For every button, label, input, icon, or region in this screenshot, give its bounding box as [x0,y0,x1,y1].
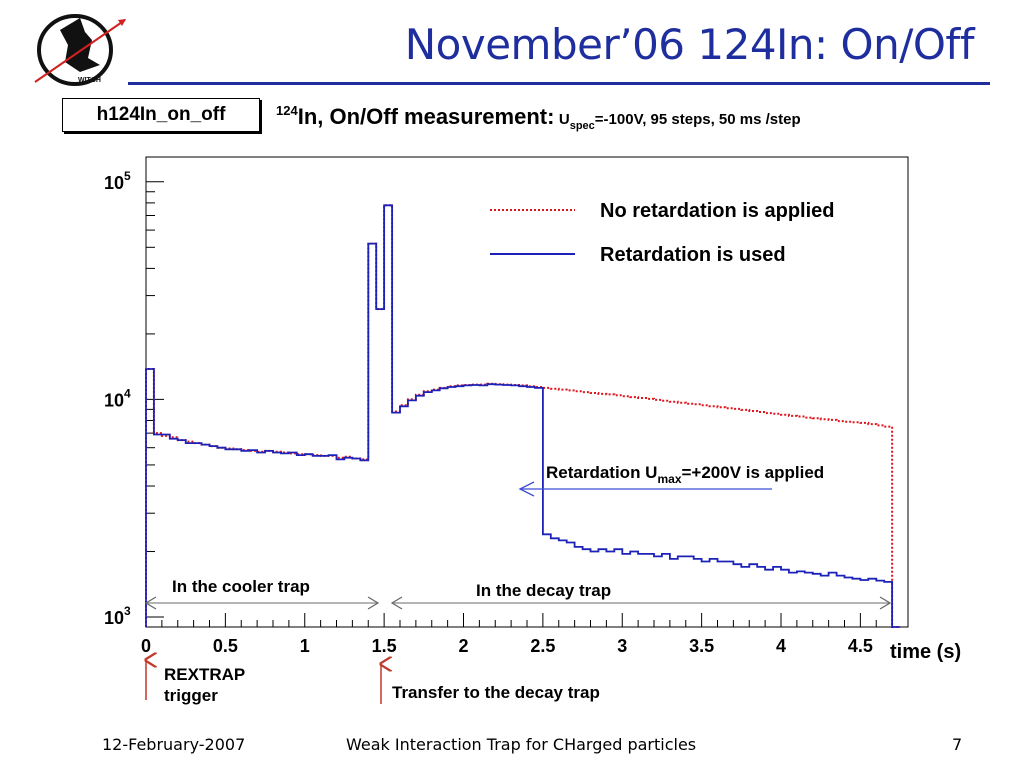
title-rule [128,82,990,85]
plot-title: 124In, On/Off measurement: Uspec=-100V, … [276,103,801,132]
cooler-trap-arrowhead-right [367,596,380,610]
rextrap-label-1: REXTRAP [164,665,245,684]
plot-title-u-sub: spec [569,120,595,132]
footer-center: Weak Interaction Trap for CHarged partic… [346,735,697,754]
y-tick-label: 103 [104,604,131,628]
x-tick-label: 2.5 [530,636,555,656]
retardation-arrowhead [518,481,535,497]
histogram-name-box: h124In_on_off [62,98,260,132]
footer-date: 12-February-2007 [102,735,246,754]
slide-title: November’06 124In: On/Off [404,20,975,69]
transfer-label: Transfer to the decay trap [392,683,600,702]
x-tick-label: 3.5 [689,636,714,656]
decay-trap-arrowhead-right [879,596,892,610]
legend-label: No retardation is applied [600,200,834,222]
rextrap-label-2: trigger [164,686,218,705]
x-tick-label: 1 [300,636,310,656]
series-no-retardation-line [145,204,901,628]
cooler-trap-arrowhead-left [144,596,157,610]
x-tick-label: 2 [458,636,468,656]
plot-title-u: U [558,111,570,128]
histname-shadow-bottom [64,130,262,134]
x-tick-label: 1.5 [372,636,397,656]
x-tick-label: 4.5 [848,636,873,656]
legend-label: Retardation is used [600,244,786,266]
decay-trap-arrowhead-left [390,596,403,610]
cooler-trap-label: In the cooler trap [172,577,310,596]
y-tick-label: 104 [104,386,131,410]
x-axis-label: time (s) [890,641,961,663]
series-retardation-line [145,204,901,628]
witch-logo: WITCH [34,14,126,86]
plot-title-main: In, On/Off measurement: [297,104,555,129]
retardation-annotation: Retardation Umax=+200V is applied [546,463,824,486]
decay-trap-label: In the decay trap [476,581,611,600]
plot-title-rest: =-100V, 95 steps, 50 ms /step [594,111,801,128]
histname-shadow [258,100,262,134]
x-tick-label: 0 [141,636,151,656]
plot-title-mass: 124 [276,103,298,118]
x-tick-label: 4 [776,636,786,656]
plot-frame [145,156,909,628]
footer-page-number: 7 [952,735,963,754]
x-tick-label: 0.5 [213,636,238,656]
y-tick-label: 105 [104,169,131,193]
x-tick-label: 3 [617,636,627,656]
svg-text:WITCH: WITCH [78,77,101,84]
